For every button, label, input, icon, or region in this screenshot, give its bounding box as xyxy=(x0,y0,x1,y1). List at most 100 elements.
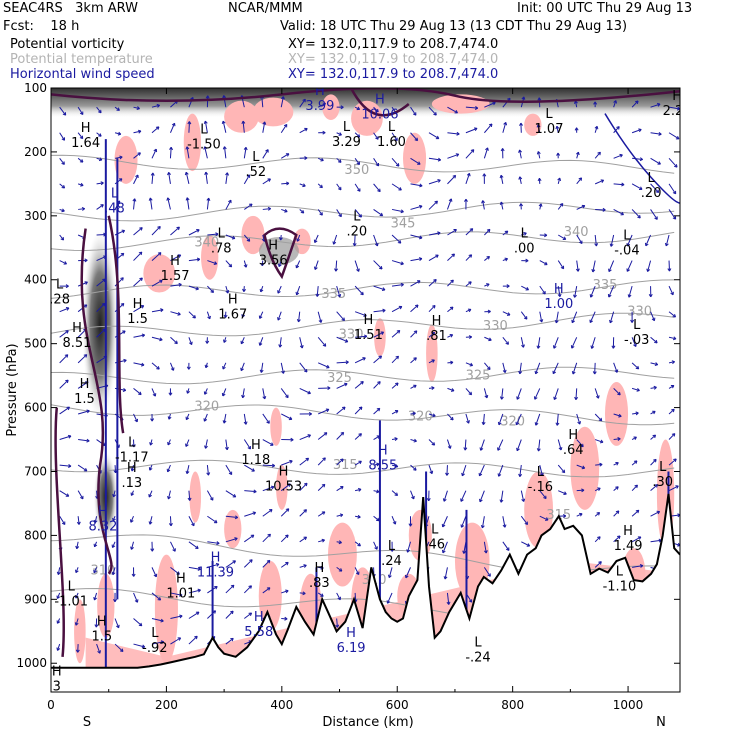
wind-vector-head xyxy=(573,294,577,298)
wind-vector xyxy=(296,234,301,242)
wind-vector-head xyxy=(258,315,263,319)
wind-vector xyxy=(632,157,643,160)
wind-vector xyxy=(225,610,234,619)
wind-vector-head xyxy=(469,362,474,367)
extremum-type: H xyxy=(375,92,385,107)
wind-vector-head xyxy=(56,647,61,651)
wind-vector-head xyxy=(169,146,174,151)
wind-vector-head xyxy=(340,431,345,436)
wind-vector xyxy=(502,516,506,528)
wind-vector xyxy=(225,439,228,450)
wind-vector xyxy=(483,362,491,370)
theta-contour xyxy=(51,366,675,385)
wind-vector xyxy=(650,362,658,366)
wind-vector xyxy=(631,509,640,517)
wind-vector-head xyxy=(467,308,472,313)
wind-vector-head xyxy=(167,172,171,176)
wind-vector xyxy=(410,157,421,165)
wind-vector xyxy=(482,200,485,210)
wind-vector-head xyxy=(412,411,416,416)
wind-vector xyxy=(114,643,124,652)
wind-vector xyxy=(170,541,176,552)
wind-vector xyxy=(391,306,403,313)
wind-vector-head xyxy=(599,439,604,444)
extremum-value: 1.01 xyxy=(166,587,195,602)
wind-vector-head xyxy=(453,229,457,233)
wind-vector xyxy=(203,413,208,422)
wind-vector-head xyxy=(455,153,460,157)
wind-vector xyxy=(631,484,638,492)
pv-core-shading xyxy=(82,229,119,420)
wind-vector-head xyxy=(437,179,441,183)
wind-vector xyxy=(388,567,393,578)
wind-vector-head xyxy=(340,486,344,490)
wind-vector-head xyxy=(134,599,139,603)
wind-vector-head xyxy=(122,330,126,334)
pv-fill-region xyxy=(327,522,357,587)
wind-vector xyxy=(77,516,80,525)
wind-vector xyxy=(373,132,379,140)
wind-vector xyxy=(96,490,98,499)
extremum-value: .64 xyxy=(563,443,584,458)
wind-vector-head xyxy=(598,417,603,422)
wind-vector xyxy=(96,643,101,654)
wind-vector-head xyxy=(552,345,557,349)
wind-vector-head xyxy=(620,211,625,216)
wind-vector xyxy=(373,331,384,338)
wind-vector-head xyxy=(637,536,642,540)
extremum-type: H xyxy=(211,551,221,566)
wind-vector-head xyxy=(156,366,160,370)
wind-vector-head xyxy=(538,203,543,207)
wind-vector-head xyxy=(435,254,439,259)
wind-vector-head xyxy=(558,446,563,451)
wind-vector xyxy=(498,413,504,426)
wind-vector-head xyxy=(74,595,79,599)
wind-vector xyxy=(299,337,303,349)
wind-vector xyxy=(594,151,601,159)
wind-vector xyxy=(314,260,319,270)
wind-vector-head xyxy=(295,291,300,296)
wind-vector-head xyxy=(155,126,160,130)
wind-vector xyxy=(410,439,417,442)
wind-vector xyxy=(317,336,327,347)
wind-vector-head xyxy=(454,109,458,114)
wind-vector xyxy=(77,410,90,415)
wind-vector xyxy=(521,285,529,291)
wind-vector-head xyxy=(307,434,311,438)
wind-vector xyxy=(668,311,676,318)
wind-vector xyxy=(428,232,441,236)
wind-vector-head xyxy=(394,464,399,468)
wind-vector xyxy=(149,197,153,210)
wind-vector-head xyxy=(377,381,381,385)
wind-vector xyxy=(94,516,98,523)
wind-vector xyxy=(57,567,61,575)
wind-vector xyxy=(557,260,565,270)
wind-vector-head xyxy=(597,151,601,156)
wind-vector-head xyxy=(578,177,583,181)
wind-vector-head xyxy=(167,495,171,500)
wind-vector-head xyxy=(140,305,145,309)
wind-vector-head xyxy=(302,98,306,103)
wind-vector-head xyxy=(285,534,289,539)
wind-vector-head xyxy=(122,388,127,392)
wind-vector-head xyxy=(98,157,103,162)
wind-vector-head xyxy=(240,340,245,345)
wind-vector-head xyxy=(166,468,171,473)
wind-vector-head xyxy=(157,252,162,256)
wind-vector-head xyxy=(176,571,180,575)
wind-vector xyxy=(59,406,70,415)
wind-vector xyxy=(188,285,199,290)
wind-vector-head xyxy=(196,228,200,233)
wind-vector xyxy=(170,637,181,645)
wind-vector-head xyxy=(61,521,66,525)
extremum-type: L xyxy=(252,150,260,165)
wind-vector-head xyxy=(615,486,619,490)
wind-vector-head xyxy=(562,514,567,518)
wind-vector xyxy=(461,464,467,477)
wind-vector xyxy=(133,277,143,287)
wind-vector-head xyxy=(290,437,294,442)
wind-vector-head xyxy=(232,494,237,498)
wind-vector-head xyxy=(246,174,251,178)
wind-vector-head xyxy=(413,384,417,389)
wind-vector xyxy=(500,490,504,503)
